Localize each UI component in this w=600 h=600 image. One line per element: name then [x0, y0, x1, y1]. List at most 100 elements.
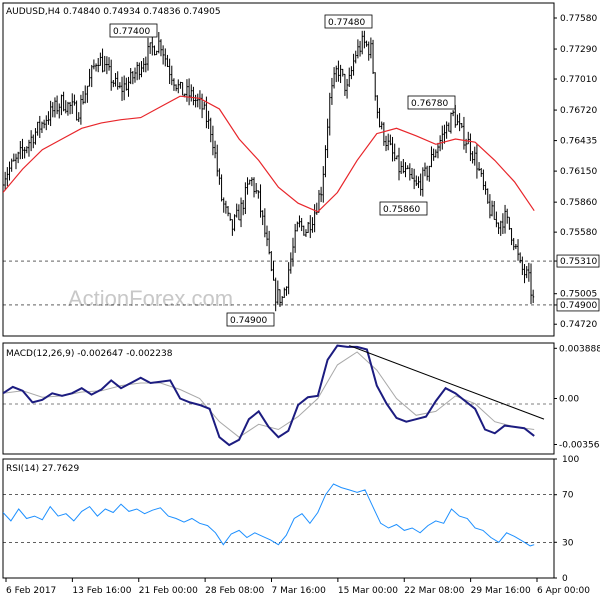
candle-160: [348, 67, 351, 87]
candle-132: [287, 262, 290, 295]
candle-153: [333, 67, 336, 89]
candle-26: [58, 103, 61, 119]
candle-104: [227, 206, 230, 217]
candle-119: [259, 184, 262, 218]
candle-201: [436, 142, 439, 159]
annotation-3: 0.75860: [379, 201, 428, 216]
candle-28: [62, 91, 65, 112]
candle-193: [419, 173, 422, 196]
candle-71: [155, 50, 158, 56]
candle-185: [402, 158, 405, 174]
macd-trendline: [349, 345, 545, 420]
candle-239: [519, 252, 522, 264]
candle-66: [144, 56, 147, 73]
candle-21: [47, 111, 50, 125]
candle-230: [499, 220, 502, 236]
candle-25: [56, 95, 59, 115]
candle-64: [140, 61, 143, 78]
candle-51: [112, 80, 115, 88]
annotation-4: 0.74900: [226, 312, 275, 327]
candle-83: [181, 82, 184, 96]
candle-175: [380, 121, 383, 130]
time-axis: 6 Feb 2017 13 Feb 16:00 21 Feb 00:00 28 Feb…: [5, 578, 590, 596]
rsi-panel: [2, 458, 555, 579]
candle-46: [101, 48, 104, 73]
candle-242: [525, 266, 528, 279]
candle-216: [469, 133, 472, 162]
candle-109: [237, 204, 240, 221]
candle-7: [17, 151, 20, 164]
candle-103: [224, 200, 227, 214]
candle-47: [103, 55, 106, 72]
price-level-tag-8: [556, 254, 600, 268]
candle-73: [159, 39, 162, 57]
candle-1: [4, 171, 7, 191]
candle-56: [123, 75, 126, 101]
candle-155: [337, 60, 340, 82]
candle-113: [246, 177, 249, 195]
candle-174: [378, 107, 381, 128]
candle-72: [157, 32, 160, 54]
candle-60: [131, 71, 134, 85]
candle-223: [484, 181, 487, 195]
candle-29: [64, 100, 67, 114]
candle-11: [25, 146, 28, 154]
candle-203: [441, 125, 444, 150]
candle-218: [473, 146, 476, 166]
candle-212: [460, 123, 463, 129]
candle-42: [92, 59, 95, 70]
candle-163: [354, 50, 357, 64]
candle-219: [475, 144, 478, 179]
candle-20: [45, 115, 48, 131]
candle-0: [3, 167, 4, 188]
rsi-axis: 100 70 30 0: [554, 455, 579, 584]
candle-192: [417, 176, 420, 189]
candle-177: [385, 135, 388, 152]
candle-33: [73, 94, 76, 106]
annotation-2: 0.76780: [407, 95, 456, 110]
candle-93: [203, 101, 206, 110]
candle-81: [177, 79, 180, 94]
candle-196: [426, 165, 429, 181]
candle-91: [198, 90, 201, 110]
candle-100: [218, 168, 221, 185]
time-tick-label: 22 Mar 08:00: [404, 586, 464, 596]
candle-17: [38, 115, 41, 138]
time-tick-label: 13 Feb 16:00: [72, 586, 131, 596]
candle-170: [369, 37, 372, 59]
price-tick-label: 0.75860: [560, 198, 597, 208]
candle-98: [214, 140, 217, 159]
candle-106: [231, 219, 234, 236]
candle-224: [486, 188, 489, 204]
candle-210: [456, 114, 459, 126]
candle-222: [482, 169, 485, 191]
candle-123: [268, 230, 271, 255]
rsi-header: RSI(14) 27.7629: [6, 464, 79, 474]
candle-4: [10, 158, 13, 172]
candle-116: [253, 177, 256, 198]
candle-88: [192, 86, 195, 106]
candle-32: [71, 93, 74, 114]
candle-131: [285, 286, 288, 296]
time-tick-label: 15 Mar 00:00: [338, 586, 398, 596]
candle-211: [458, 113, 461, 132]
candle-43: [95, 63, 98, 72]
candle-143: [311, 217, 314, 233]
candle-112: [244, 182, 247, 215]
candle-86: [188, 78, 191, 106]
candle-77: [168, 58, 171, 85]
candle-197: [428, 165, 431, 182]
candle-85: [185, 79, 188, 102]
candle-52: [114, 73, 117, 87]
annotation-0-text: 0.77400: [113, 27, 150, 37]
candle-125: [272, 260, 275, 281]
candle-145: [315, 202, 318, 215]
candle-235: [510, 228, 513, 246]
candle-49: [108, 57, 111, 71]
candle-35: [77, 112, 80, 123]
candle-110: [240, 197, 243, 228]
candle-48: [105, 56, 108, 75]
candle-133: [289, 252, 292, 274]
time-tick-label: 28 Feb 08:00: [205, 586, 264, 596]
candle-238: [517, 239, 520, 261]
